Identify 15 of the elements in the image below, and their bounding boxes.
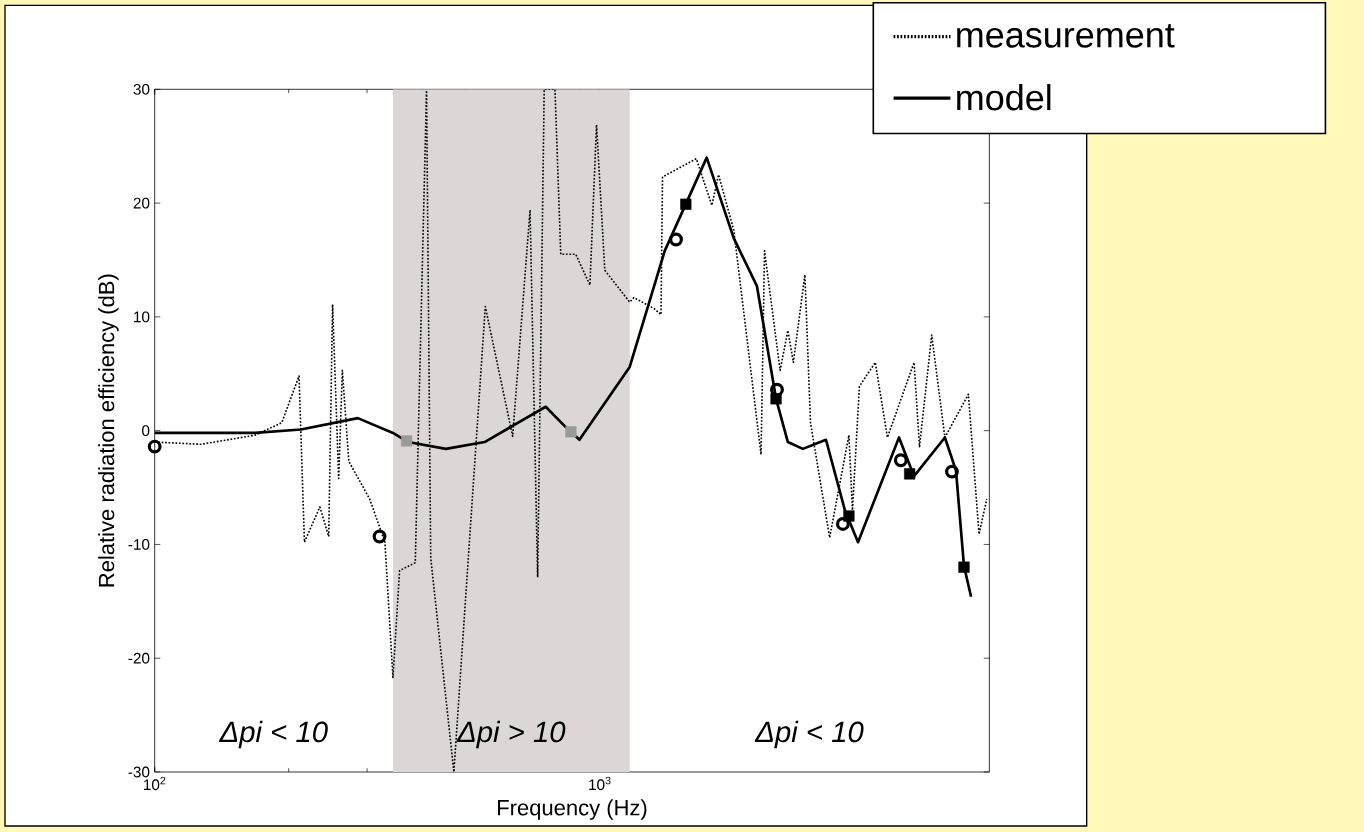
legend-label: measurement xyxy=(957,24,1175,48)
y-axis-title: Relative radiation efficiency (dB) xyxy=(98,274,119,587)
y-tick-label: -10 xyxy=(128,539,150,550)
x-axis-title: Frequency (Hz) xyxy=(498,799,647,820)
y-tick-label: 20 xyxy=(133,197,150,209)
y-tick-label: -30 xyxy=(128,766,150,778)
y-tick-label: -20 xyxy=(128,652,150,664)
annotation: Δpi < 10 xyxy=(754,720,864,749)
y-tick-label: 0 xyxy=(142,425,150,437)
y-tick-label: 10 xyxy=(134,311,150,323)
annotation: Δpi > 10 xyxy=(456,720,566,749)
y-tick-label: 30 xyxy=(133,83,150,95)
annotation: Δpi < 10 xyxy=(218,720,328,749)
legend-label: model xyxy=(957,84,1051,111)
x-tick-label: 10$^{3}$ xyxy=(589,776,611,791)
